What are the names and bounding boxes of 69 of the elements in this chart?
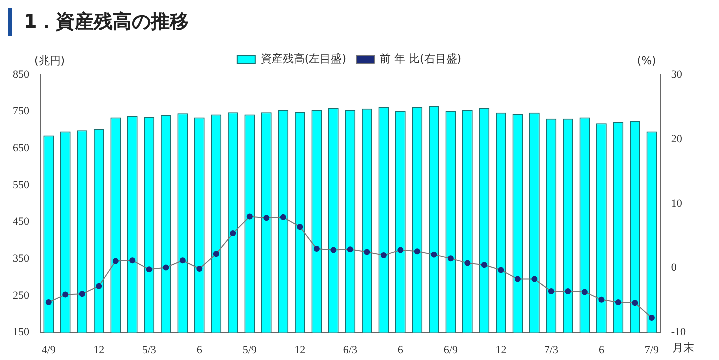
- legend-label: 前 年 比(右目盛): [380, 52, 462, 66]
- y2-axis-title: (%): [637, 54, 656, 68]
- point: [246, 214, 253, 220]
- point: [431, 252, 438, 258]
- point: [230, 230, 236, 237]
- point: [280, 214, 286, 220]
- point: [79, 291, 86, 298]
- y2-tick-label: 20: [671, 133, 683, 146]
- point: [130, 258, 136, 264]
- point: [330, 247, 337, 254]
- x-tick-label: 12: [496, 344, 507, 356]
- point: [96, 283, 102, 290]
- y-tick-label: 750: [13, 106, 30, 118]
- y2-tick-label: 10: [671, 198, 683, 210]
- point: [364, 249, 370, 256]
- y-tick-label: 650: [13, 142, 30, 155]
- point: [582, 289, 588, 296]
- point: [648, 314, 655, 321]
- x-tick-label: 7/3: [544, 344, 559, 356]
- y-tick-label: 450: [13, 216, 30, 228]
- x-tick-label: 6: [398, 344, 404, 356]
- point: [532, 276, 538, 282]
- point: [146, 266, 152, 273]
- y-tick-label: 850: [13, 68, 30, 81]
- point: [615, 300, 622, 306]
- point: [548, 288, 554, 295]
- x-tick-label: 6/3: [343, 344, 358, 356]
- point: [598, 296, 605, 303]
- point: [46, 300, 52, 306]
- y2-tick-label: 30: [671, 68, 683, 81]
- point: [163, 264, 170, 271]
- y-tick-label: 150: [13, 326, 30, 339]
- point: [112, 258, 119, 264]
- x-tick-label: 6/9: [444, 344, 458, 356]
- x-tick-label: 12: [294, 344, 306, 356]
- legend-label: 資産残高(左目盛): [260, 52, 347, 66]
- y2-tick-label: 0: [671, 262, 678, 274]
- point: [632, 300, 638, 306]
- point: [62, 292, 69, 298]
- point: [196, 266, 203, 272]
- x-tick-label: 7/9: [644, 344, 660, 356]
- x-tick-label: 5/9: [242, 344, 258, 356]
- point: [448, 256, 454, 262]
- x-tick-label: 12: [94, 344, 105, 356]
- point: [297, 224, 304, 230]
- chart-title: 1．資産残高の推移: [8, 8, 190, 36]
- x-tick-label: 4/9: [42, 344, 56, 356]
- x-tick-label: 5/3: [142, 344, 157, 356]
- point: [213, 251, 220, 258]
- point: [464, 260, 471, 266]
- y2-tick-label: -10: [671, 326, 686, 339]
- y-tick-label: 550: [13, 179, 30, 192]
- x-axis-title: 月末: [672, 342, 694, 355]
- point: [264, 215, 270, 222]
- point: [498, 267, 504, 274]
- point: [514, 276, 521, 282]
- point: [398, 247, 404, 254]
- x-tick-label: 6: [196, 344, 203, 356]
- point: [565, 288, 572, 295]
- point: [380, 252, 387, 258]
- y-tick-label: 250: [13, 290, 30, 302]
- y-axis-title: (兆円): [34, 54, 66, 68]
- point: [414, 248, 420, 255]
- point: [481, 262, 488, 268]
- point: [347, 246, 354, 253]
- point: [314, 246, 320, 252]
- point: [180, 258, 186, 264]
- x-tick-label: 6: [598, 344, 605, 356]
- y-tick-label: 350: [13, 253, 30, 266]
